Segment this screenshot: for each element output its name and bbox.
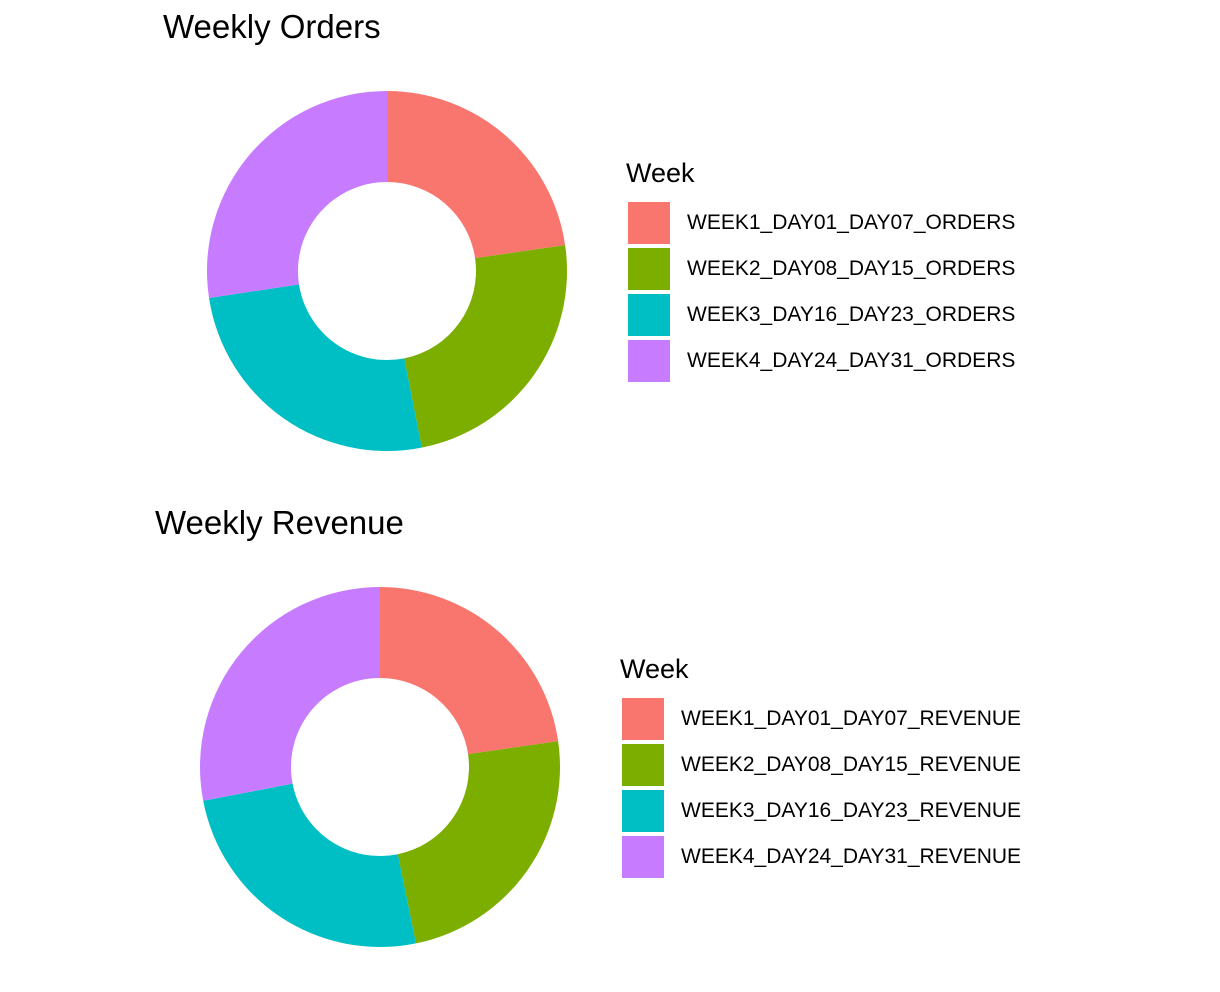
revenue-donut-chart	[199, 587, 561, 947]
chart-title: Weekly Revenue	[155, 504, 404, 541]
donut-slice	[209, 284, 422, 451]
legend-swatch	[628, 340, 670, 382]
legend-swatch	[622, 836, 664, 878]
legend-label: WEEK3_DAY16_DAY23_REVENUE	[681, 799, 1022, 822]
donut-slice	[387, 91, 566, 259]
orders-chart-panel: Weekly Orders Week WEEK1_DAY01_DAY07_ORD…	[163, 8, 1015, 451]
chart-title: Weekly Orders	[163, 8, 381, 45]
legend-item: WEEK2_DAY08_DAY15_REVENUE	[620, 743, 1021, 789]
legend-item: WEEK4_DAY24_DAY31_REVENUE	[620, 835, 1021, 881]
legend-label: WEEK2_DAY08_DAY15_ORDERS	[687, 257, 1016, 280]
legend-item: WEEK2_DAY08_DAY15_ORDERS	[626, 247, 1015, 293]
orders-donut-chart	[206, 91, 568, 451]
legend-title: Week	[626, 158, 695, 188]
legend-title: Week	[620, 654, 689, 684]
legend-label: WEEK4_DAY24_DAY31_REVENUE	[681, 845, 1022, 868]
revenue-chart-panel: Weekly Revenue Week WEEK1_DAY01_DAY07_RE…	[0, 496, 1220, 992]
donut-slice	[380, 587, 559, 755]
legend-label: WEEK2_DAY08_DAY15_REVENUE	[681, 753, 1022, 776]
legend-label: WEEK1_DAY01_DAY07_REVENUE	[681, 707, 1022, 730]
legend-item: WEEK3_DAY16_DAY23_REVENUE	[620, 789, 1021, 835]
legend-item: WEEK3_DAY16_DAY23_ORDERS	[626, 293, 1015, 339]
legend-label: WEEK1_DAY01_DAY07_ORDERS	[687, 211, 1016, 234]
legend-swatch	[628, 202, 670, 244]
legend-swatch	[628, 248, 670, 290]
donut-slice	[199, 587, 380, 801]
orders-legend: Week WEEK1_DAY01_DAY07_ORDERS WEEK2_DAY0…	[626, 157, 1015, 385]
legend-label: WEEK3_DAY16_DAY23_ORDERS	[687, 303, 1016, 326]
legend-swatch	[622, 698, 664, 740]
legend-swatch	[622, 790, 664, 832]
donut-slice	[206, 91, 387, 299]
legend-item: WEEK1_DAY01_DAY07_ORDERS	[626, 201, 1015, 247]
donut-slice	[404, 245, 568, 448]
legend-item: WEEK1_DAY01_DAY07_REVENUE	[620, 697, 1021, 743]
donut-slice	[203, 783, 416, 947]
legend-swatch	[622, 744, 664, 786]
revenue-legend: Week WEEK1_DAY01_DAY07_REVENUE WEEK2_DAY…	[620, 653, 1021, 881]
legend-item: WEEK4_DAY24_DAY31_ORDERS	[626, 339, 1015, 385]
legend-swatch	[628, 294, 670, 336]
donut-slice	[397, 741, 561, 944]
legend-label: WEEK4_DAY24_DAY31_ORDERS	[687, 349, 1016, 372]
